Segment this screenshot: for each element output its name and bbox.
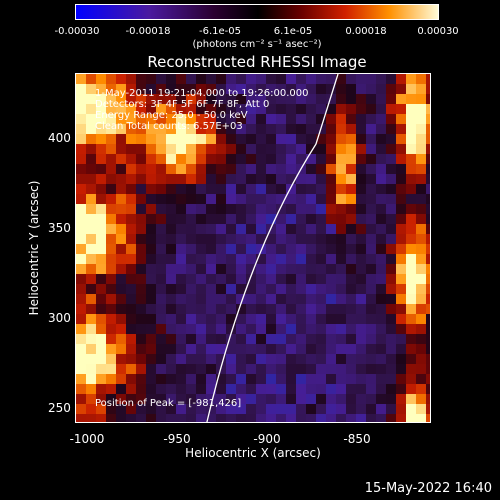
plot-timestamp: 15-May-2022 16:40 [364,481,492,496]
y-tick-label: 350 [48,221,71,235]
rhessi-image-plot [75,73,431,423]
info-clean-counts: Clean Total counts: 6.57E+03 [95,121,243,132]
colorbar-tick: 0.00030 [417,26,459,37]
colorbar [75,4,439,20]
info-time-range: 1-May-2011 19:21:04.000 to 19:26:00.000 [95,88,309,99]
colorbar-tick: -0.00018 [125,26,171,37]
y-tick-label: 250 [48,401,71,415]
info-detectors: Detectors: 3F 4F 5F 6F 7F 8F, Att 0 [95,99,270,110]
x-tick-label: -950 [163,432,191,446]
plot-title: Reconstructed RHESSI Image [147,53,367,71]
x-tick-label: -900 [253,432,281,446]
peak-position: Position of Peak = [-981,426] [95,398,242,409]
rhessi-image-map [76,74,430,422]
y-axis-label: Heliocentric Y (arcsec) [27,180,41,316]
colorbar-tick: 6.1e-05 [273,26,313,37]
solar-limb-line [206,74,339,422]
y-tick-label: 400 [48,131,71,145]
colorbar-tick: -0.00030 [54,26,100,37]
colorbar-units: (photons cm⁻² s⁻¹ asec⁻²) [192,39,322,50]
colorbar-tick: 0.00018 [345,26,387,37]
x-tick-label: -850 [343,432,371,446]
y-tick-label: 300 [48,311,71,325]
x-axis-label: Heliocentric X (arcsec) [185,446,321,460]
colorbar-tick: -6.1e-05 [199,26,241,37]
x-tick-label: -1000 [69,432,105,446]
info-energy-range: Energy Range: 25.0 - 50.0 keV [95,110,248,121]
